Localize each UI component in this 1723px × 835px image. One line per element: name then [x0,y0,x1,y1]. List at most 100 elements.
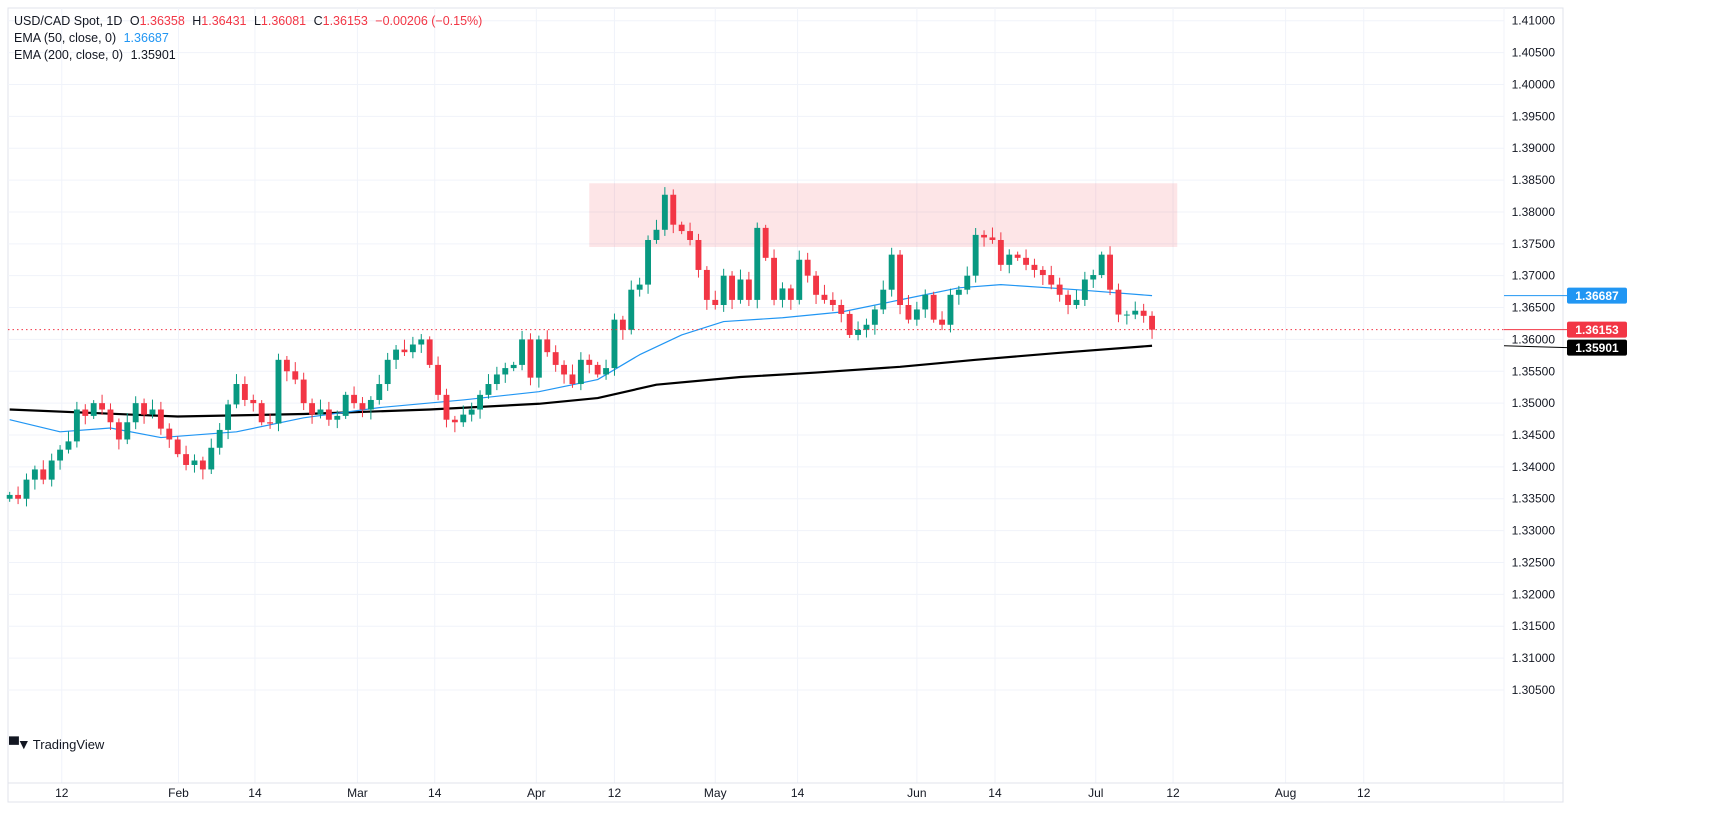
candle-up[interactable] [871,309,878,325]
symbol-title[interactable]: USD/CAD Spot, 1D [14,14,123,28]
candle-up[interactable] [577,359,584,385]
candle-up[interactable] [6,494,13,499]
candle-up[interactable] [468,409,475,415]
candle-down[interactable] [1107,254,1113,290]
candle-down[interactable] [199,460,206,470]
candle-down[interactable] [813,275,819,295]
candle-up[interactable] [913,309,920,320]
candle-up[interactable] [317,409,324,415]
candle-down[interactable] [586,359,593,365]
candle-down[interactable] [897,254,903,305]
candle-up[interactable] [393,349,400,360]
candle-up[interactable] [510,364,517,369]
candle-down[interactable] [569,374,576,385]
candle-down[interactable] [939,319,945,325]
candle-up[interactable] [485,384,492,395]
ema200-row[interactable]: EMA (200, close, 0) 1.35901 [14,47,486,64]
candle-up[interactable] [124,422,131,440]
candle-down[interactable] [787,288,794,300]
candle-down[interactable] [107,409,114,423]
candle-down[interactable] [157,409,164,429]
candle-up[interactable] [132,403,139,423]
candle-up[interactable] [628,289,635,330]
candle-down[interactable] [905,304,912,320]
candle-down[interactable] [745,279,752,300]
candle-up[interactable] [208,447,215,470]
ema200-line[interactable] [9,344,1153,418]
candle-down[interactable] [426,339,433,365]
candle-up[interactable] [149,409,156,415]
candle-up[interactable] [720,275,727,305]
candle-down[interactable] [829,299,836,305]
candle-down[interactable] [1065,294,1071,305]
candle-down[interactable] [1056,284,1063,295]
candle-up[interactable] [418,339,425,345]
candle-down[interactable] [981,234,987,238]
candle-down[interactable] [435,364,442,395]
candle-up[interactable] [1081,279,1088,300]
candle-up[interactable] [964,275,971,290]
candle-up[interactable] [48,460,55,480]
candle-down[interactable] [258,403,265,423]
candle-down[interactable] [678,224,685,232]
candle-up[interactable] [661,194,668,230]
candle-up[interactable] [955,289,962,295]
ema50-line[interactable] [9,284,1153,439]
candle-down[interactable] [40,469,47,480]
candle-up[interactable] [888,254,895,290]
candle-down[interactable] [695,239,702,270]
candle-up[interactable] [1123,314,1130,316]
candle-down[interactable] [183,454,190,465]
candle-up[interactable] [460,414,467,423]
candle-down[interactable] [443,394,450,420]
candle-down[interactable] [283,359,290,372]
candle-up[interactable] [409,344,416,353]
candle-up[interactable] [73,409,80,442]
candle-up[interactable] [502,368,509,375]
candle-up[interactable] [519,339,526,365]
candle-down[interactable] [15,494,22,499]
candle-down[interactable] [1014,254,1021,258]
candle-up[interactable] [636,284,643,290]
candle-down[interactable] [1023,257,1029,265]
candle-up[interactable] [65,441,72,450]
candle-up[interactable] [1098,254,1105,276]
candle-down[interactable] [997,239,1004,265]
candle-down[interactable] [846,313,853,335]
candle-up[interactable] [334,415,341,420]
candle-down[interactable] [1149,315,1155,330]
candle-down[interactable] [552,352,559,365]
candle-up[interactable] [737,279,744,300]
candle-down[interactable] [1115,289,1122,315]
candle-down[interactable] [712,299,719,305]
candle-up[interactable] [1006,254,1013,265]
candle-up[interactable] [384,359,391,385]
candle-up[interactable] [225,404,232,430]
tradingview-logo[interactable]: ▀▼ TradingView [9,736,104,752]
candle-up[interactable] [367,399,374,410]
resistance-zone[interactable] [589,183,1178,248]
candle-down[interactable] [989,237,996,240]
candle-up[interactable] [796,259,803,300]
candle-down[interactable] [703,269,710,300]
candle-down[interactable] [1048,275,1055,285]
candle-up[interactable] [863,324,870,330]
candle-down[interactable] [594,364,601,375]
candle-down[interactable] [771,257,777,300]
candle-up[interactable] [57,449,64,461]
candle-down[interactable] [1140,310,1147,316]
candle-up[interactable] [972,234,979,276]
candle-down[interactable] [82,409,89,416]
candle-up[interactable] [233,384,240,405]
candle-down[interactable] [762,227,769,258]
candle-down[interactable] [166,428,173,440]
candle-up[interactable] [1073,299,1080,305]
candle-down[interactable] [359,403,366,410]
candle-up[interactable] [653,229,660,240]
candle-up[interactable] [603,368,610,375]
candle-up[interactable] [191,460,198,465]
candle-down[interactable] [821,294,828,300]
candle-down[interactable] [1031,264,1038,270]
candle-down[interactable] [930,294,937,320]
